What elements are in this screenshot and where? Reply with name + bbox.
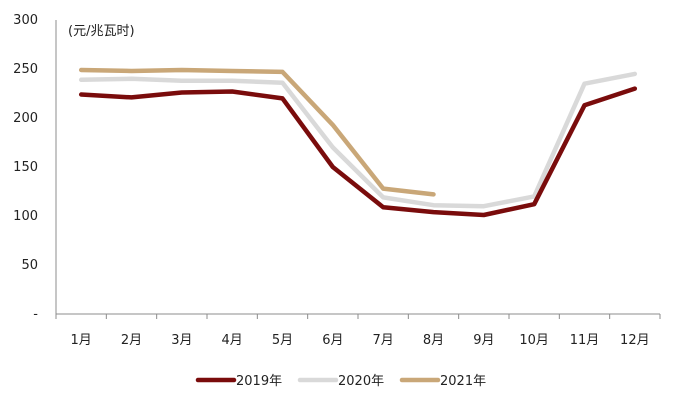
legend: 2019年 2020年 2021年 <box>195 374 486 389</box>
x-tick-label: 2月 <box>121 333 142 348</box>
series-line-2020年 <box>78 71 638 209</box>
y-tick-label: 50 <box>21 258 38 273</box>
y-tick-label: 250 <box>13 62 38 77</box>
x-axis: 1月 2月 3月 4月 5月 6月 7月 8月 9月 10月 11月 12月 <box>55 313 661 348</box>
legend-label: 2020年 <box>338 374 384 389</box>
y-tick-label: 150 <box>13 160 38 175</box>
x-tick-label: 8月 <box>423 333 444 348</box>
x-tick-label: 11月 <box>570 333 600 348</box>
x-tick-label: 7月 <box>373 333 394 348</box>
legend-label: 2021年 <box>440 374 486 389</box>
x-tick-label: 3月 <box>171 333 192 348</box>
x-tick-label: 6月 <box>322 333 343 348</box>
x-tick-label: 10月 <box>519 333 549 348</box>
x-tick-label: 9月 <box>473 333 494 348</box>
legend-label: 2019年 <box>236 374 282 389</box>
y-tick-label: - <box>33 307 38 322</box>
y-axis: - 50 100 150 200 250 300 <box>13 13 57 322</box>
series-line-2019年 <box>78 86 638 218</box>
y-tick-label: 200 <box>13 111 38 126</box>
y-tick-label: 300 <box>13 13 38 28</box>
series-line-2021年 <box>78 67 436 197</box>
unit-label: (元/兆瓦时) <box>68 24 135 39</box>
y-tick-label: 100 <box>13 209 38 224</box>
x-tick-label: 5月 <box>272 333 293 348</box>
x-tick-label: 12月 <box>620 333 650 348</box>
x-tick-label: 4月 <box>222 333 243 348</box>
x-tick-label: 1月 <box>71 333 92 348</box>
series-layer <box>78 67 638 218</box>
